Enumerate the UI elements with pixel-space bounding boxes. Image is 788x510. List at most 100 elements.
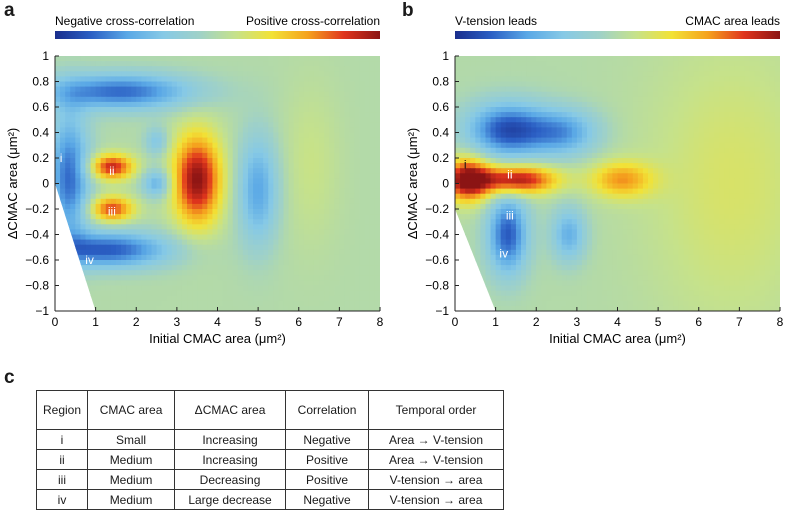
heatmap-cell: [704, 82, 710, 88]
heatmap-cell: [536, 173, 542, 179]
heatmap-cell: [602, 143, 608, 149]
heatmap-cell: [760, 148, 766, 154]
heatmap-cell: [770, 153, 776, 159]
heatmap-cell: [628, 163, 634, 169]
heatmap-cell: [506, 71, 512, 77]
heatmap-cell: [704, 127, 710, 133]
heatmap-cell: [775, 127, 781, 133]
heatmap-cell: [475, 76, 481, 82]
heatmap-cell: [719, 148, 725, 154]
heatmap-cell: [694, 61, 700, 67]
heatmap-cell: [470, 107, 476, 113]
heatmap-cell: [536, 71, 542, 77]
heatmap-cell: [460, 107, 466, 113]
heatmap-cell: [521, 97, 527, 103]
heatmap-cell: [501, 178, 507, 184]
heatmap-cell: [699, 76, 705, 82]
heatmap-cell: [648, 122, 654, 128]
heatmap-cell: [744, 138, 750, 144]
heatmap-cell: [592, 92, 598, 98]
heatmap-cell: [597, 127, 603, 133]
heatmap-cell: [572, 184, 578, 190]
heatmap-cell: [470, 189, 476, 195]
heatmap-cell: [623, 178, 629, 184]
heatmap-cell: [516, 122, 522, 128]
heatmap-cell: [465, 61, 471, 67]
heatmap-cell: [633, 87, 639, 93]
heatmap-cell: [557, 76, 563, 82]
heatmap-cell: [643, 138, 649, 144]
heatmap-cell: [714, 61, 720, 67]
heatmap-cell: [739, 138, 745, 144]
heatmap-cell: [516, 133, 522, 139]
heatmap-cell: [678, 133, 684, 139]
heatmap-cell: [724, 168, 730, 174]
heatmap-cell: [531, 71, 537, 77]
heatmap-cell: [633, 143, 639, 149]
heatmap-cell: [511, 107, 517, 113]
heatmap-cell: [465, 87, 471, 93]
heatmap-cell: [607, 173, 613, 179]
heatmap-cell: [592, 173, 598, 179]
heatmap-cell: [653, 76, 659, 82]
heatmap-cell: [612, 87, 618, 93]
heatmap-cell: [724, 184, 730, 190]
heatmap-cell: [597, 148, 603, 154]
heatmap-cell: [678, 178, 684, 184]
heatmap-cell: [511, 143, 517, 149]
heatmap-cell: [480, 97, 486, 103]
heatmap-cell: [724, 153, 730, 159]
heatmap-cell: [546, 82, 552, 88]
heatmap-cell: [592, 127, 598, 133]
heatmap-cell: [577, 163, 583, 169]
heatmap-cell: [572, 82, 578, 88]
heatmap-cell: [719, 153, 725, 159]
heatmap-cell: [729, 148, 735, 154]
heatmap-cell: [612, 184, 618, 190]
heatmap-cell: [653, 66, 659, 72]
heatmap-cell: [485, 184, 491, 190]
heatmap-cell: [582, 163, 588, 169]
heatmap-cell: [470, 76, 476, 82]
heatmap-cell: [516, 87, 522, 93]
heatmap-cell: [536, 66, 542, 72]
heatmap-cell: [765, 87, 771, 93]
heatmap-cell: [506, 158, 512, 164]
heatmap-cell: [729, 189, 735, 195]
heatmap-cell: [724, 158, 730, 164]
heatmap-cell: [516, 97, 522, 103]
heatmap-cell: [658, 168, 664, 174]
heatmap-cell: [501, 148, 507, 154]
heatmap-cell: [567, 56, 573, 62]
heatmap-cell: [465, 148, 471, 154]
heatmap-cell: [551, 61, 557, 67]
heatmap-cell: [567, 82, 573, 88]
heatmap-cell: [638, 173, 644, 179]
heatmap-cell: [704, 168, 710, 174]
heatmap-cell: [562, 138, 568, 144]
heatmap-cell: [491, 82, 497, 88]
heatmap-cell: [480, 71, 486, 77]
heatmap-cell: [694, 102, 700, 108]
heatmap-cell: [750, 117, 756, 123]
heatmap-cell: [582, 178, 588, 184]
heatmap-cell: [465, 194, 471, 200]
heatmap-cell: [460, 56, 466, 62]
heatmap-cell: [496, 122, 502, 128]
heatmap-cell: [648, 168, 654, 174]
heatmap-cell: [470, 178, 476, 184]
heatmap-cell: [704, 66, 710, 72]
heatmap-cell: [684, 189, 690, 195]
heatmap-cell: [475, 168, 481, 174]
heatmap-cell: [643, 71, 649, 77]
heatmap-cell: [648, 158, 654, 164]
heatmap-cell: [668, 71, 674, 77]
heatmap-cell: [678, 163, 684, 169]
heatmap-cell: [628, 97, 634, 103]
heatmap-cell: [592, 163, 598, 169]
heatmap-cell: [612, 163, 618, 169]
heatmap-cell: [521, 173, 527, 179]
heatmap-cell: [485, 87, 491, 93]
heatmap-cell: [618, 122, 624, 128]
